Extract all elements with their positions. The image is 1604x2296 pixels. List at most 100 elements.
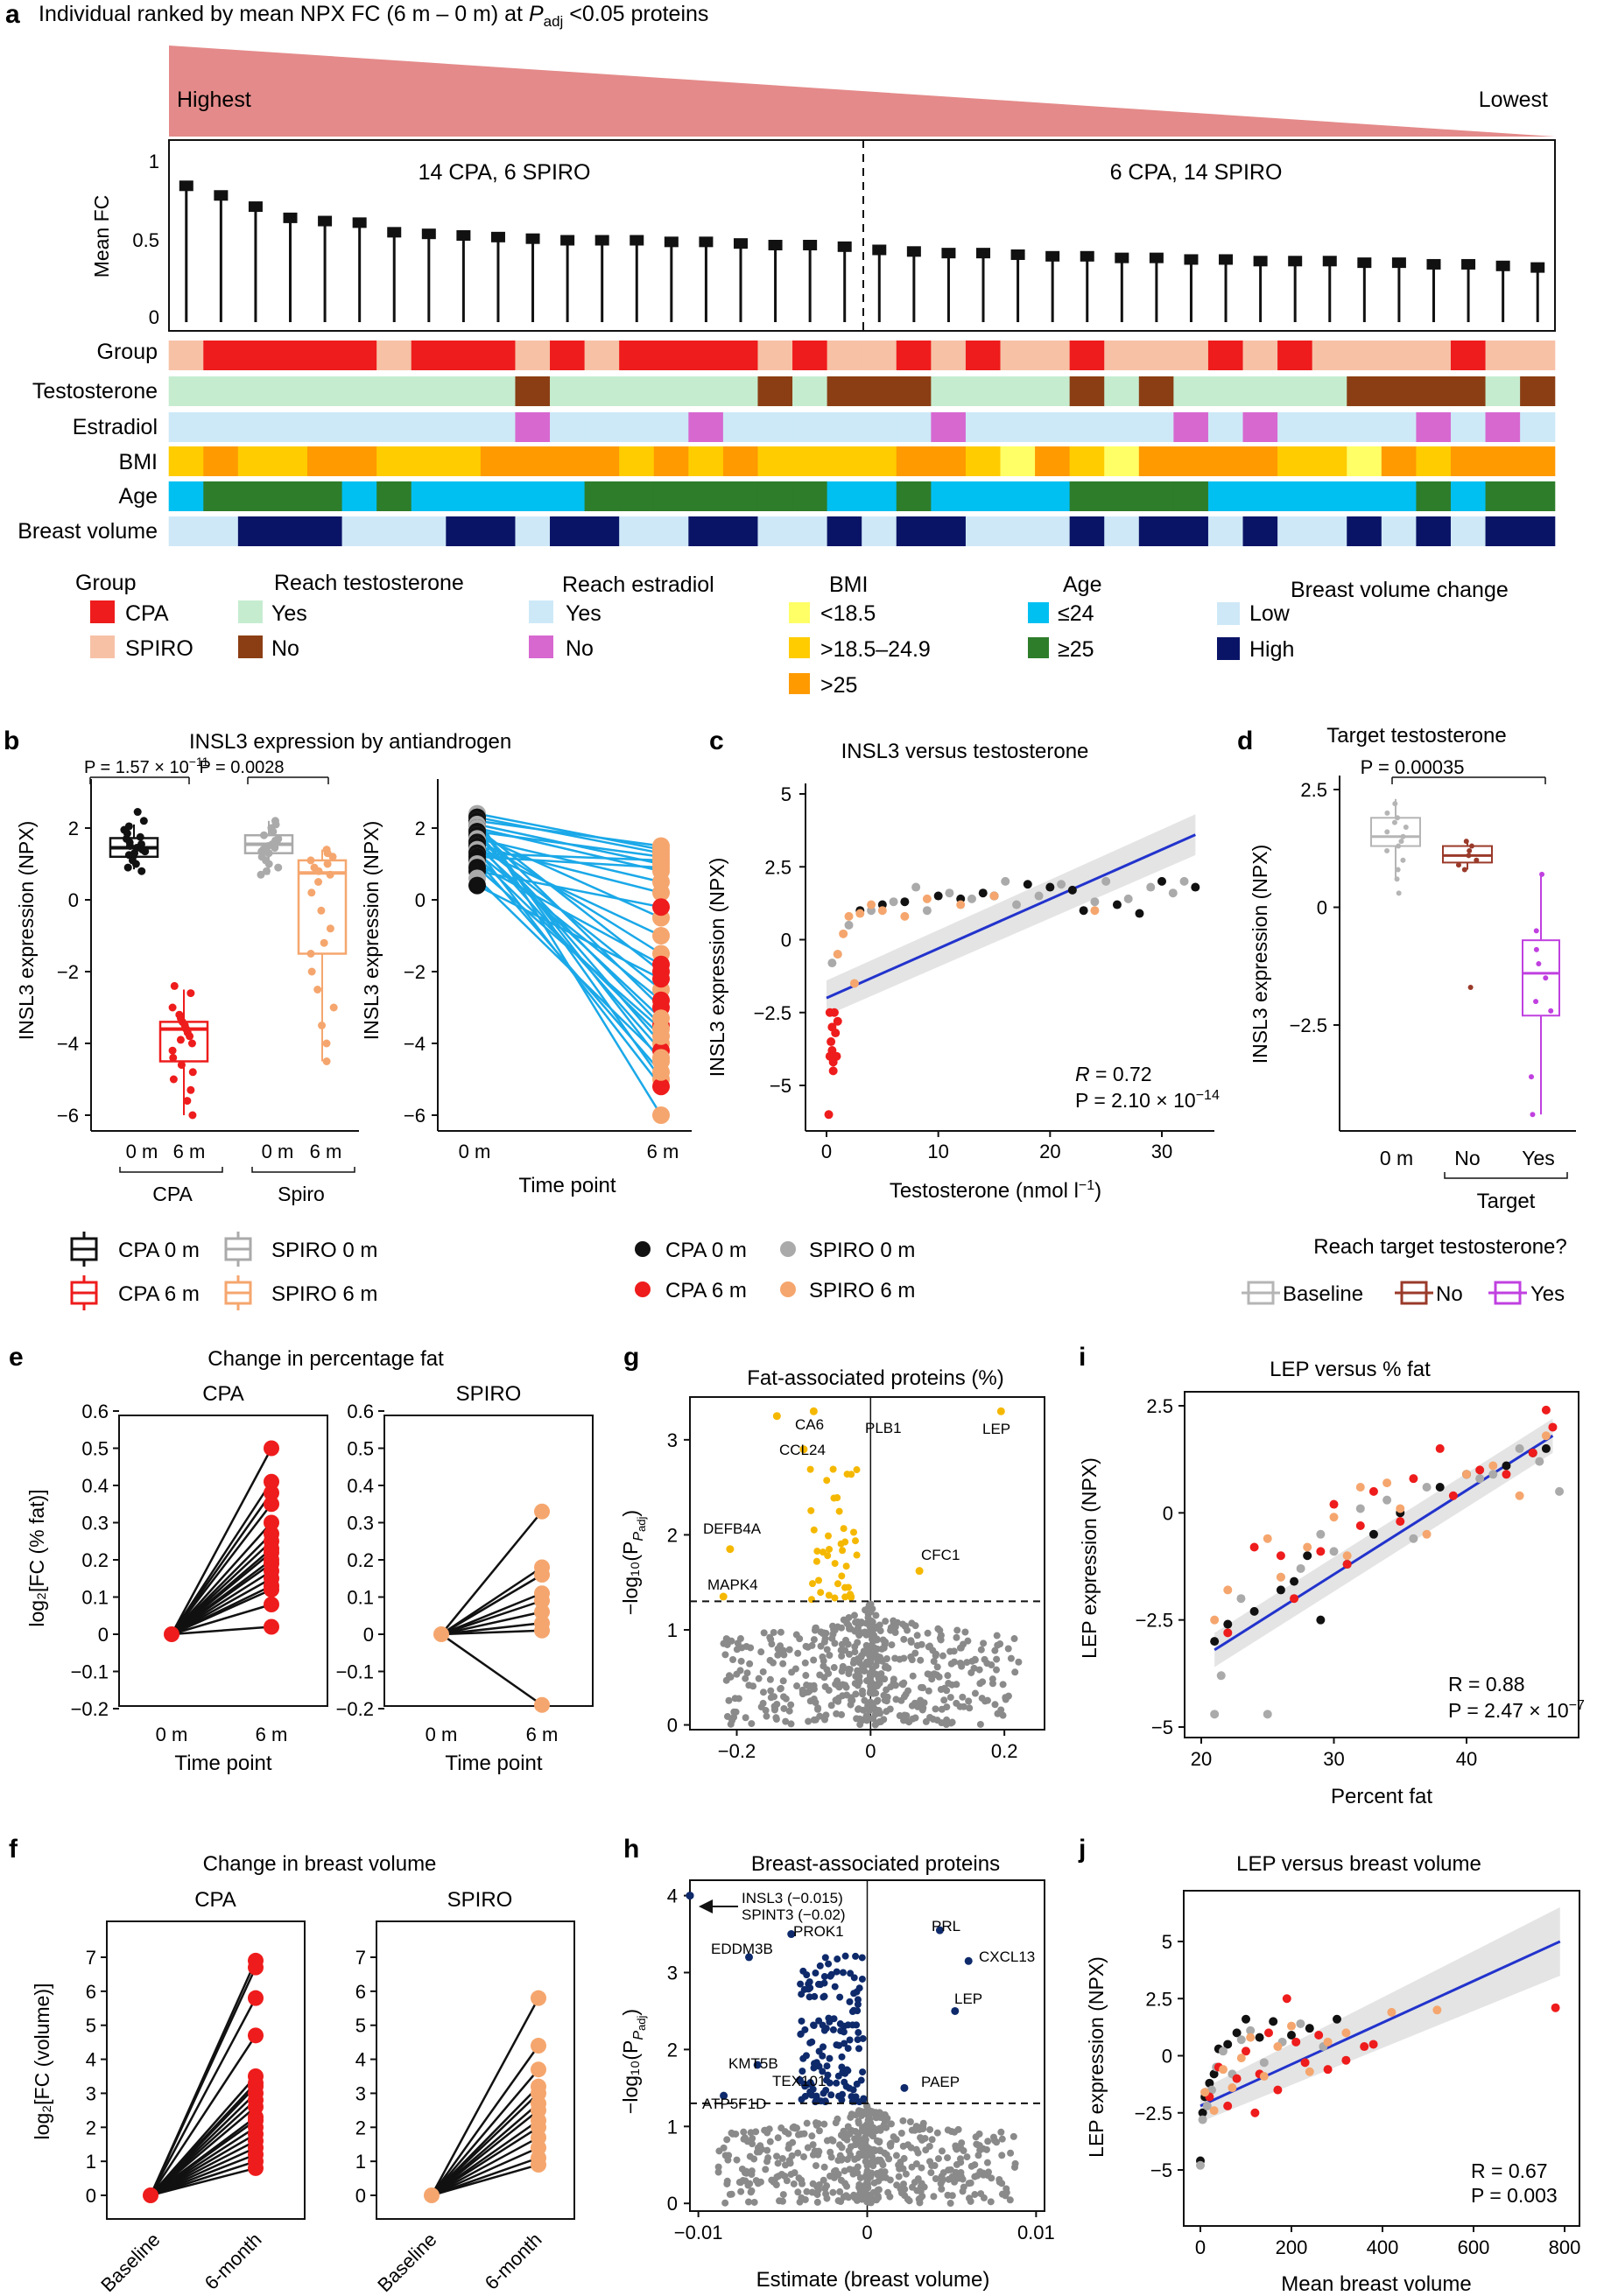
track-cell-testosterone (965, 376, 1002, 406)
b-group-bracket-spiro (251, 1167, 355, 1173)
h-xtick-label: −0.01 (674, 2222, 723, 2243)
g-bg-point (980, 1639, 988, 1647)
b-point (329, 1003, 338, 1012)
d-point (1398, 839, 1404, 845)
track-cell-breast-volume (446, 516, 482, 546)
h-bg-point (793, 2124, 801, 2132)
track-cell-estradiol (862, 412, 897, 442)
c-point (1001, 876, 1010, 886)
g-bg-point (734, 1639, 742, 1647)
g-bg-point (997, 1706, 1005, 1714)
g-bg-point (1004, 1645, 1012, 1653)
h-bg-point (843, 2155, 851, 2163)
b-title: INSL3 expression by antiandrogen (189, 730, 511, 754)
g-bg-point (873, 1653, 881, 1661)
track-cell-testosterone (688, 376, 724, 406)
panel-letter-j: j (1078, 1835, 1086, 1864)
i-point (1342, 1551, 1352, 1561)
d-box (1522, 939, 1560, 1017)
h-bg-point (928, 2162, 936, 2170)
i-point (1223, 1619, 1233, 1629)
h-bg-point (861, 2123, 869, 2131)
g-bg-point (721, 1651, 729, 1659)
g-bg-point (939, 1652, 946, 1660)
h-sig-point (836, 1993, 844, 2001)
g-bg-point (875, 1709, 883, 1717)
f-line (150, 2166, 257, 2197)
g-bg-point (883, 1654, 890, 1662)
g-bg-point (908, 1656, 916, 1664)
g-bg-point (845, 1621, 853, 1629)
h-bg-point (899, 2117, 907, 2124)
track-cell-age (1035, 481, 1071, 511)
f-lines: 7 7 6 6 5 5 4 4 3 3 2 2 1 1 0 0 (86, 1947, 546, 2207)
e-line (440, 1573, 543, 1636)
h-bg-point (773, 2152, 781, 2160)
g-sig-point (839, 1547, 847, 1555)
h-sig-point (819, 2068, 827, 2075)
track-cell-estradiol (515, 412, 551, 442)
track-cell-bmi (515, 446, 551, 476)
g-bg-point (769, 1659, 777, 1667)
track-cell-bmi (272, 446, 308, 476)
e-spiro-ytick-label: 0.5 (347, 1438, 374, 1460)
c-point (877, 906, 887, 916)
lollipop-head (1184, 254, 1199, 265)
g-bg-point (913, 1641, 921, 1649)
e-line (440, 1611, 543, 1636)
h-sig-point (823, 2062, 831, 2070)
g-bg-point (762, 1707, 770, 1715)
h-bg-point (873, 2196, 881, 2204)
h-bg-point (856, 2174, 864, 2182)
h-bg-point (804, 2144, 812, 2152)
h-sig-point (849, 2086, 857, 2094)
legend-t-no-label: No (271, 636, 299, 661)
track-cell-group (307, 341, 343, 370)
panel-c: c INSL3 versus testosterone INSL3 expres… (635, 727, 1220, 1302)
b-point (314, 878, 323, 886)
i-point (1548, 1422, 1558, 1432)
b-point (259, 831, 268, 839)
b-paired-line (476, 841, 662, 991)
g-bg-point (874, 1682, 882, 1690)
g-bg-point (947, 1660, 955, 1668)
track-cell-group (1312, 341, 1347, 370)
c-point (1191, 882, 1200, 892)
c-xtick-label: 0 (821, 1141, 832, 1162)
h-bg-point (958, 2139, 966, 2147)
g-sig-point (853, 1466, 861, 1474)
track-cell-estradiol (1035, 412, 1071, 442)
legend-age-ge25-label: ≥25 (1058, 637, 1094, 662)
d-point (1384, 829, 1390, 835)
c-xtick-label: 10 (927, 1141, 948, 1162)
d-point (1384, 810, 1390, 816)
d-point (1463, 839, 1469, 845)
b-ytick-label: 0 (68, 889, 79, 911)
g-bg-point (792, 1631, 800, 1639)
g-bg-point (925, 1687, 932, 1695)
track-cell-estradiol (1000, 412, 1036, 442)
h-sig-point (816, 1962, 824, 1970)
h-bg-point (963, 2153, 971, 2161)
e-6m-point (264, 1496, 279, 1513)
b-ytick-label: −4 (57, 1033, 79, 1055)
g-bg-point (838, 1640, 846, 1648)
g-sig-point (853, 1551, 861, 1559)
g-sig-point (815, 1576, 823, 1584)
b-point (169, 1075, 178, 1084)
h-bg-point (843, 2131, 851, 2138)
track-cell-breast-volume (1416, 516, 1452, 546)
c-point (1135, 909, 1144, 918)
g-bg-point (977, 1646, 985, 1654)
lollipop-head (1426, 258, 1441, 270)
track-cell-bmi (1207, 446, 1244, 476)
i-point (1541, 1431, 1551, 1441)
i-point (1409, 1534, 1418, 1543)
lollipop-head (1495, 260, 1510, 271)
track-cell-breast-volume (1450, 516, 1487, 546)
g-bg-point (812, 1716, 820, 1724)
h-bg-point (922, 2146, 930, 2154)
g-bg-point (855, 1678, 863, 1686)
g-gene-label: CFC1 (921, 1547, 960, 1563)
d-point (1533, 946, 1539, 952)
